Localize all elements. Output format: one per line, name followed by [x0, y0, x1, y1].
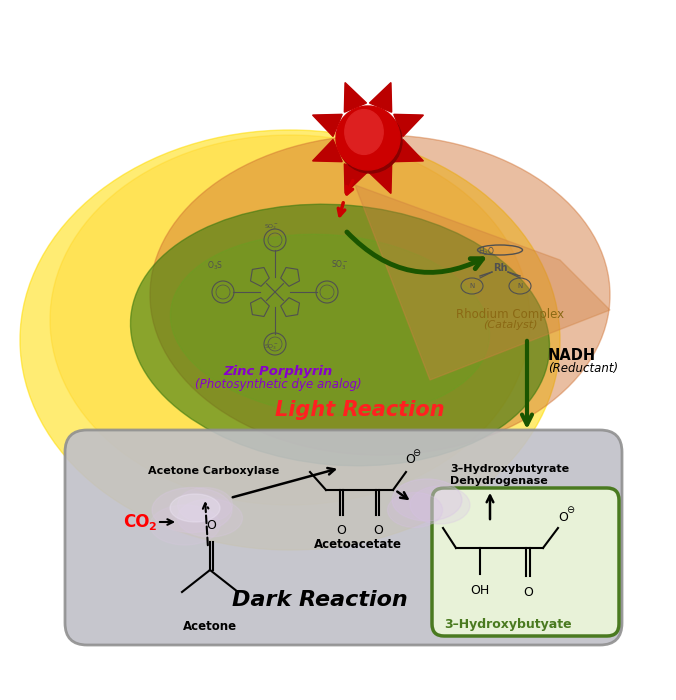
- Text: $\ominus$: $\ominus$: [566, 504, 576, 515]
- Ellipse shape: [170, 494, 220, 522]
- Polygon shape: [312, 114, 342, 136]
- Text: O: O: [523, 586, 533, 599]
- Text: $\rm SO_3^-$: $\rm SO_3^-$: [331, 259, 349, 272]
- Text: O: O: [373, 524, 383, 537]
- Ellipse shape: [178, 499, 243, 537]
- Polygon shape: [394, 139, 423, 162]
- Text: 2: 2: [148, 522, 155, 532]
- Ellipse shape: [50, 135, 530, 505]
- Text: 3–Hydroxybutyrate: 3–Hydroxybutyrate: [450, 464, 569, 474]
- Text: O: O: [336, 524, 346, 537]
- Text: Acetoacetate: Acetoacetate: [314, 538, 402, 551]
- Ellipse shape: [150, 135, 610, 455]
- Text: $\rm O_3S$: $\rm O_3S$: [207, 259, 223, 272]
- Polygon shape: [355, 185, 610, 380]
- Ellipse shape: [152, 487, 232, 533]
- Ellipse shape: [150, 505, 220, 545]
- Ellipse shape: [20, 130, 560, 550]
- Text: O: O: [405, 453, 415, 466]
- Polygon shape: [370, 83, 391, 112]
- Polygon shape: [312, 139, 342, 162]
- Text: Rh: Rh: [493, 263, 507, 273]
- Ellipse shape: [410, 486, 470, 524]
- Text: Rhodium Complex: Rhodium Complex: [456, 308, 564, 321]
- FancyBboxPatch shape: [432, 488, 619, 636]
- Text: Dark Reaction: Dark Reaction: [232, 590, 408, 610]
- Text: O: O: [558, 511, 568, 524]
- Ellipse shape: [130, 204, 550, 466]
- Ellipse shape: [170, 234, 489, 416]
- Text: Zinc Porphyrin: Zinc Porphyrin: [223, 365, 333, 378]
- Text: N: N: [469, 283, 475, 289]
- Ellipse shape: [387, 493, 443, 528]
- Text: OH: OH: [470, 584, 489, 597]
- Circle shape: [336, 106, 400, 170]
- Text: Acetone: Acetone: [183, 620, 237, 633]
- Text: N: N: [517, 283, 523, 289]
- FancyArrowPatch shape: [347, 232, 483, 272]
- FancyBboxPatch shape: [65, 430, 622, 645]
- Polygon shape: [344, 164, 366, 193]
- Circle shape: [338, 109, 402, 173]
- Text: $\rm SO_3^-$: $\rm SO_3^-$: [264, 342, 279, 351]
- Polygon shape: [370, 164, 391, 193]
- Text: (Reductant): (Reductant): [548, 362, 618, 375]
- Text: $\ominus$: $\ominus$: [412, 447, 422, 458]
- Text: 3–Hydroxybutyate: 3–Hydroxybutyate: [444, 618, 572, 631]
- Text: $\rm SO_3^-$: $\rm SO_3^-$: [264, 222, 279, 232]
- Text: O: O: [206, 519, 216, 532]
- Text: NADH: NADH: [548, 348, 596, 363]
- Text: CO: CO: [123, 513, 149, 531]
- Text: $\rm H_2O$: $\rm H_2O$: [478, 245, 495, 258]
- Text: Light Reaction: Light Reaction: [275, 400, 445, 420]
- Text: (Catalyst): (Catalyst): [483, 320, 537, 330]
- Text: Dehydrogenase: Dehydrogenase: [450, 476, 548, 486]
- Ellipse shape: [345, 110, 383, 155]
- Text: Acetone Carboxylase: Acetone Carboxylase: [148, 466, 279, 476]
- Ellipse shape: [178, 487, 233, 522]
- Ellipse shape: [392, 479, 462, 521]
- Polygon shape: [394, 114, 423, 136]
- Polygon shape: [344, 83, 366, 112]
- Text: (Photosynthetic dye analog): (Photosynthetic dye analog): [195, 378, 361, 391]
